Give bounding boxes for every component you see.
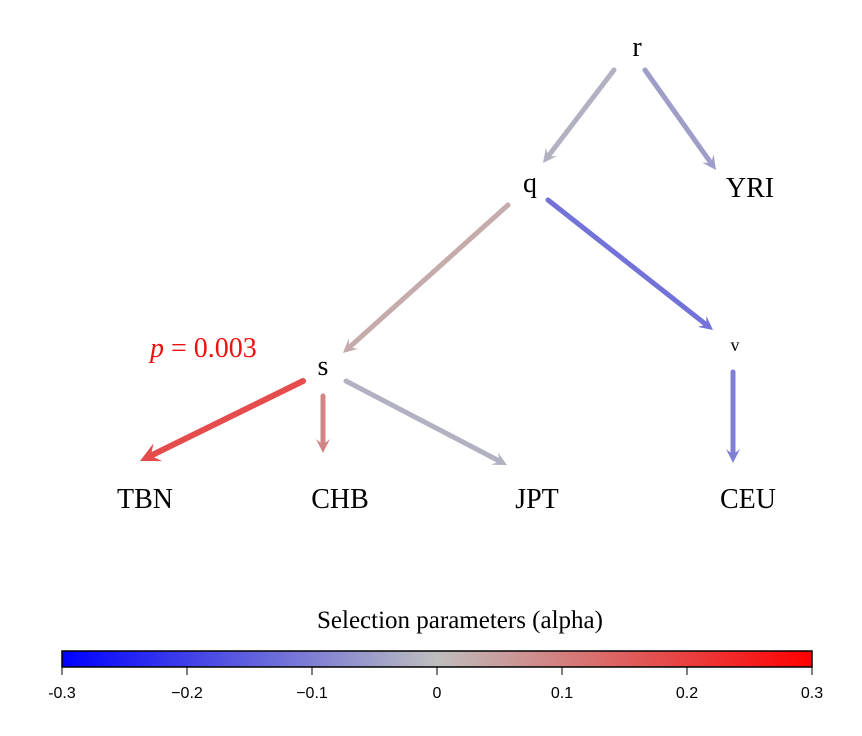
colorbar-tick-label: −0.2 [171,685,203,702]
arrowhead-r-q [543,147,558,163]
node-s: s [318,351,329,382]
edges [140,67,740,465]
node-ceu: CEU [720,484,776,515]
arrowhead-s-TBN [140,443,163,462]
node-yri: YRI [726,173,774,204]
node-tbn: TBN [117,484,173,515]
arrowhead-q-v [697,315,713,330]
colorbar-tick-label: 0.3 [801,685,823,702]
edge-q-v [545,197,709,328]
colorbar-tick-label: 0.2 [676,685,698,702]
node-r: r [632,32,642,63]
arrowhead-s-CHB [316,439,330,453]
p-value: = 0.003 [164,333,257,364]
arrowhead-r-YRI [702,154,716,170]
colorbar-tick-label: 0 [433,685,442,702]
arrowhead-v-CEU [726,449,740,463]
node-v: v [731,335,740,355]
edge-q-s [346,202,511,350]
node-q: q [523,168,537,199]
colorbar [61,650,813,668]
colorbar-tick-label: -0.3 [48,685,76,702]
node-jpt: JPT [515,484,559,515]
edge-s-JPT [343,378,503,464]
node-chb: CHB [311,484,369,515]
edge-r-YRI [642,67,714,166]
colorbar-title: Selection parameters (alpha) [317,607,603,634]
p-value-annotation: p = 0.003 [148,333,257,364]
edge-r-q [545,67,617,159]
p-symbol: p [148,333,164,364]
colorbar-ticks: -0.3 −0.2 −0.1 0 0.1 0.2 0.3 [48,667,823,702]
arrowhead-q-s [343,338,359,353]
colorbar-tick-label: −0.1 [296,685,328,702]
edge-s-TBN [147,378,306,459]
arrowhead-s-JPT [491,452,507,465]
colorbar-tick-label: 0.1 [551,685,573,702]
